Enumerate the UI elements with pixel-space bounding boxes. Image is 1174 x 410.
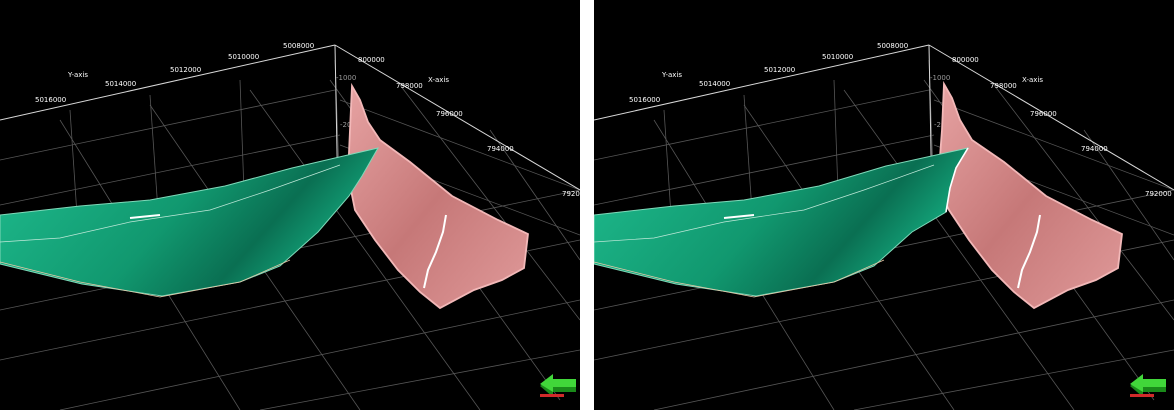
x-axis-label: X-axis bbox=[1022, 76, 1043, 84]
y-tick-label: 5010000 bbox=[822, 53, 853, 61]
z-tick-label: -1000 bbox=[336, 74, 356, 82]
green-contour-line bbox=[594, 164, 935, 243]
x-axis-edge bbox=[334, 44, 580, 191]
x-tick-label: 794000 bbox=[487, 145, 514, 153]
y-tick-label: 5016000 bbox=[35, 96, 66, 104]
green-fault-surface bbox=[594, 147, 970, 297]
y-tick-label: 5010000 bbox=[228, 53, 259, 61]
x-tick-label: 798000 bbox=[396, 82, 423, 90]
green-edge-line bbox=[0, 259, 291, 298]
green-intersection-line bbox=[723, 214, 755, 219]
x-tick-label: 800000 bbox=[358, 56, 385, 64]
3d-viewport-left[interactable]: 5016000 5014000 5012000 5010000 5008000 … bbox=[0, 0, 580, 410]
x-tick-label: 794000 bbox=[1081, 145, 1108, 153]
y-tick-label: 5008000 bbox=[283, 42, 314, 50]
y-axis-edge bbox=[594, 44, 930, 121]
green-edge-line bbox=[594, 259, 885, 298]
pink-intersection-line bbox=[1017, 214, 1041, 289]
y-tick-label: 5012000 bbox=[170, 66, 201, 74]
x-tick-label: 800000 bbox=[952, 56, 979, 64]
pink-fault-surface bbox=[347, 82, 529, 310]
y-axis-label: Y-axis bbox=[67, 71, 88, 79]
x-tick-label: 796000 bbox=[1030, 110, 1057, 118]
pink-intersection-line bbox=[423, 214, 447, 289]
z-tick-label: -1000 bbox=[930, 74, 950, 82]
x-axis-label: X-axis bbox=[428, 76, 449, 84]
green-contour-line bbox=[0, 164, 341, 243]
y-axis-edge bbox=[0, 44, 336, 121]
x-tick-label: 798000 bbox=[990, 82, 1017, 90]
y-tick-label: 5008000 bbox=[877, 42, 908, 50]
x-tick-label: 792000 bbox=[562, 190, 580, 198]
3d-viewport-right[interactable]: 5016000 5014000 5012000 5010000 5008000 … bbox=[594, 0, 1174, 410]
x-axis-edge bbox=[928, 44, 1174, 191]
orientation-arrow-icon[interactable] bbox=[540, 374, 576, 397]
x-tick-label: 796000 bbox=[436, 110, 463, 118]
3d-scene-left: 5016000 5014000 5012000 5010000 5008000 … bbox=[0, 42, 580, 410]
y-tick-label: 5012000 bbox=[764, 66, 795, 74]
green-intersection-line bbox=[129, 214, 161, 219]
y-tick-label: 5014000 bbox=[105, 80, 136, 88]
y-tick-label: 5016000 bbox=[629, 96, 660, 104]
y-axis-label: Y-axis bbox=[661, 71, 682, 79]
orientation-arrow-icon[interactable] bbox=[1130, 374, 1166, 397]
y-tick-label: 5014000 bbox=[699, 80, 730, 88]
green-intersection-line bbox=[945, 147, 969, 213]
3d-scene-right: 5016000 5014000 5012000 5010000 5008000 … bbox=[594, 42, 1174, 410]
x-tick-label: 792000 bbox=[1145, 190, 1172, 198]
green-fault-surface bbox=[0, 147, 380, 297]
